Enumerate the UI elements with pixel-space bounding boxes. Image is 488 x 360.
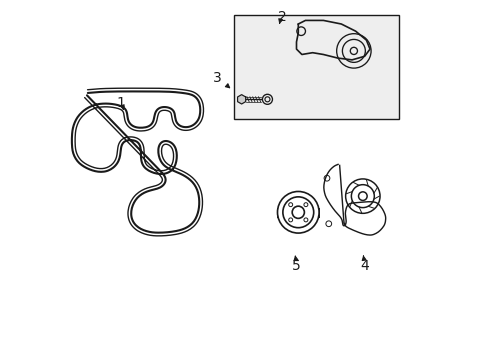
Bar	[233, 15, 398, 119]
Text: 5: 5	[291, 259, 300, 273]
Text: 3: 3	[213, 71, 222, 85]
Text: 1: 1	[116, 96, 125, 110]
Text: 2: 2	[277, 10, 286, 24]
Text: 4: 4	[360, 259, 368, 273]
Polygon shape	[237, 95, 245, 104]
